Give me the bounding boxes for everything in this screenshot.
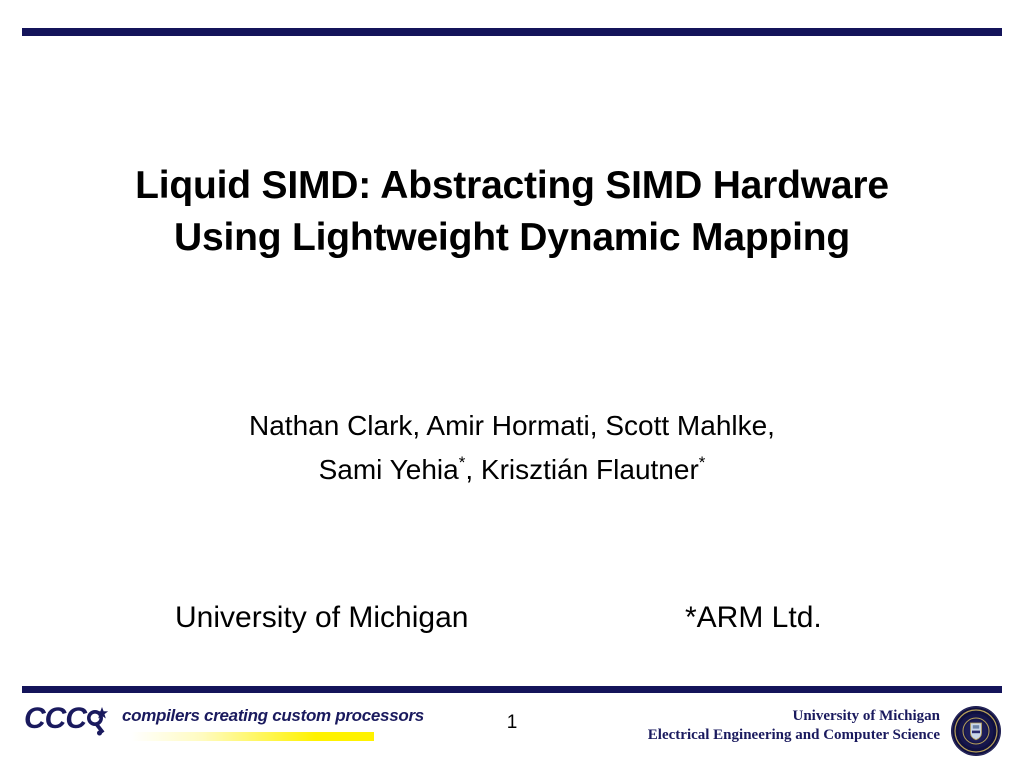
affiliation-university: University of Michigan bbox=[175, 601, 469, 634]
top-divider-rule bbox=[22, 28, 1002, 36]
ccc-logo-accent-bar bbox=[110, 732, 374, 741]
author-name-yehia: Sami Yehia bbox=[318, 454, 459, 485]
affiliation-arm: *ARM Ltd. bbox=[685, 601, 822, 634]
bottom-divider-rule bbox=[22, 686, 1002, 693]
affiliation-row: University of Michigan *ARM Ltd. bbox=[175, 598, 895, 638]
page-number: 1 bbox=[506, 712, 518, 733]
ccc-logo-letters: CCC bbox=[24, 702, 87, 735]
title-line-2: Using Lightweight Dynamic Mapping bbox=[174, 216, 850, 259]
ccc-logo-mark: CCC bbox=[24, 703, 116, 737]
slide-footer: CCC compilers creating custom processors… bbox=[0, 697, 1024, 768]
author-list: Nathan Clark, Amir Hormati, Scott Mahlke… bbox=[0, 404, 1024, 492]
university-seal-icon bbox=[950, 705, 1002, 757]
author-line-1: Nathan Clark, Amir Hormati, Scott Mahlke… bbox=[249, 410, 775, 441]
author-footnote-marker-1: * bbox=[458, 453, 466, 472]
title-line-1: Liquid SIMD: Abstracting SIMD Hardware bbox=[135, 164, 889, 207]
institution-line-1: University of Michigan bbox=[792, 708, 941, 724]
institution-line-2: Electrical Engineering and Computer Scie… bbox=[647, 727, 940, 743]
slide-title: Liquid SIMD: Abstracting SIMD Hardware U… bbox=[0, 160, 1024, 264]
ccc-logo-tagline: compilers creating custom processors bbox=[122, 706, 424, 725]
telescope-star-icon bbox=[82, 702, 116, 738]
author-footnote-marker-2: * bbox=[698, 453, 706, 472]
author-name-flautner: , Krisztián Flautner bbox=[465, 454, 699, 485]
institution-credit: University of Michigan Electrical Engine… bbox=[648, 707, 940, 745]
ccc-logo: CCC compilers creating custom processors bbox=[24, 701, 424, 747]
author-line-2: Sami Yehia*, Krisztián Flautner* bbox=[0, 448, 1024, 492]
